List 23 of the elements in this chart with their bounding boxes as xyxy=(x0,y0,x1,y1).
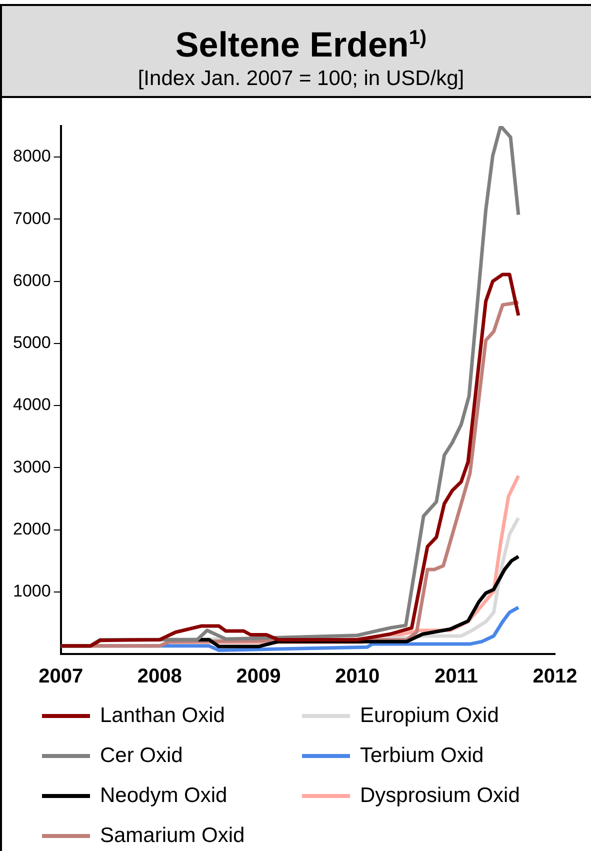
y-tick-label: 2000 xyxy=(12,519,51,538)
chart-title: Seltene Erden$^{1)}$ xyxy=(174,24,428,66)
legend-label: Dysprosium Oxid xyxy=(360,784,520,808)
y-tick-label: 5000 xyxy=(12,333,51,352)
x-tick-label: 2008 xyxy=(137,666,182,688)
y-tick-label: 3000 xyxy=(12,457,51,476)
x-tick-label: 2010 xyxy=(335,666,380,688)
legend-label: Cer Oxid xyxy=(100,744,183,768)
x-tick-label: 2012 xyxy=(532,666,578,688)
y-tick-label: 6000 xyxy=(12,270,51,290)
legend-label: Neodym Oxid xyxy=(100,784,228,808)
x-tick-label: 2009 xyxy=(236,666,281,688)
legend-label: Samarium Oxid xyxy=(100,824,245,848)
chart-subtitle: [Index Jan. 2007 = 100; in USD/kg] xyxy=(136,66,466,92)
y-tick-label: 1000 xyxy=(12,582,51,601)
x-tick-label: 2007 xyxy=(38,666,84,688)
legend-label: Lanthan Oxid xyxy=(100,704,225,728)
y-tick-label: 7000 xyxy=(12,208,51,228)
y-tick-label: 8000 xyxy=(12,146,51,166)
y-tick-label: 4000 xyxy=(12,395,51,414)
legend-label: Terbium Oxid xyxy=(360,744,484,768)
legend-label: Europium Oxid xyxy=(360,704,499,728)
x-tick-label: 2011 xyxy=(434,666,478,688)
